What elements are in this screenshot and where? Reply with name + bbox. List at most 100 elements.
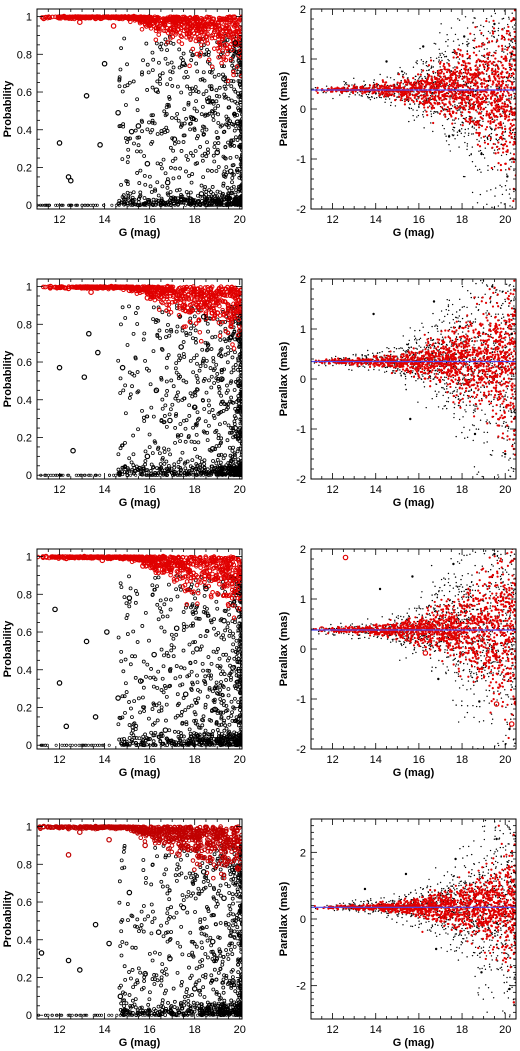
nonmember-point	[163, 171, 168, 176]
member-point	[491, 94, 494, 97]
member-point	[465, 119, 468, 123]
x-tick-label: 18	[189, 214, 201, 226]
nonmember-point	[233, 50, 238, 55]
nonmember-point	[160, 310, 165, 315]
series-members	[40, 13, 241, 48]
member-point	[499, 113, 502, 116]
member-point	[490, 116, 493, 119]
member-point	[400, 96, 403, 100]
member-point	[498, 77, 501, 80]
member-point	[457, 96, 460, 100]
member-point	[493, 99, 496, 102]
member-point	[480, 82, 483, 86]
member-point	[149, 17, 155, 24]
nonmember-point	[131, 331, 136, 336]
member-point	[122, 14, 128, 19]
nonmember-point	[505, 169, 507, 171]
nonmember-point	[126, 193, 131, 198]
nonmember-point	[153, 87, 160, 93]
nonmember-point	[432, 130, 434, 133]
nonmember-point	[123, 197, 128, 202]
member-point	[443, 66, 446, 69]
member-point	[443, 80, 446, 83]
nonmember-point	[456, 105, 458, 107]
nonmember-point	[205, 140, 209, 145]
member-point	[497, 151, 500, 154]
nonmember-point	[486, 190, 488, 192]
member-point	[412, 81, 416, 84]
nonmember-point	[127, 456, 132, 461]
member-point	[508, 33, 511, 36]
nonmember-point	[149, 113, 154, 118]
nonmember-point	[101, 60, 108, 67]
series-nonmembers	[385, 22, 513, 178]
nonmember-point	[67, 203, 71, 207]
nonmember-point	[422, 45, 425, 48]
member-point	[499, 169, 503, 172]
nonmember-point	[203, 113, 208, 118]
member-point	[460, 84, 464, 87]
member-point	[512, 123, 515, 127]
member-point	[440, 90, 443, 93]
nonmember-point	[508, 193, 511, 195]
y-tick-label: 0	[26, 200, 32, 212]
nonmember-point	[143, 359, 147, 363]
nonmember-point	[492, 64, 495, 66]
nonmember-point	[484, 56, 486, 58]
nonmember-point	[483, 68, 486, 71]
member-point	[427, 64, 431, 67]
member-point	[471, 93, 474, 96]
nonmember-point	[485, 17, 488, 20]
nonmember-point	[399, 66, 401, 69]
nonmember-point	[234, 135, 238, 140]
member-point	[504, 59, 507, 62]
member-point	[475, 54, 478, 57]
member-point	[436, 71, 439, 74]
nonmember-point	[478, 50, 481, 52]
nonmember-point	[145, 88, 150, 92]
axes-frame	[36, 8, 243, 210]
nonmember-point	[127, 80, 132, 85]
nonmember-point	[487, 87, 489, 89]
nonmember-point	[150, 50, 155, 55]
nonmember-point	[214, 461, 219, 466]
nonmember-point	[476, 111, 478, 113]
nonmember-point	[227, 168, 234, 175]
nonmember-point	[193, 161, 198, 166]
member-point	[494, 51, 497, 55]
nonmember-point	[156, 198, 161, 203]
nonmember-point	[192, 106, 197, 111]
nonmember-point	[165, 61, 170, 66]
nonmember-point	[232, 388, 237, 392]
nonmember-point	[157, 73, 162, 78]
nonmember-point	[157, 328, 162, 333]
nonmember-point	[498, 22, 500, 24]
nonmember-point	[366, 95, 369, 98]
nonmember-point	[216, 121, 221, 125]
nonmember-point	[174, 370, 179, 375]
member-point	[405, 80, 408, 83]
member-point	[490, 90, 494, 94]
nonmember-point	[140, 472, 145, 477]
member-point	[375, 85, 378, 88]
member-point	[499, 124, 502, 127]
nonmember-point	[188, 127, 193, 132]
member-point	[507, 46, 510, 49]
nonmember-point	[446, 34, 448, 36]
nonmember-point	[146, 70, 151, 75]
member-point	[453, 49, 456, 53]
nonmember-point	[135, 108, 140, 113]
nonmember-point	[172, 462, 177, 467]
nonmember-point	[195, 203, 199, 207]
member-point	[501, 130, 504, 134]
nonmember-point	[471, 133, 473, 135]
nonmember-point	[147, 198, 152, 202]
nonmember-point	[508, 159, 511, 161]
member-point	[430, 78, 433, 81]
nonmember-point	[129, 460, 134, 465]
nonmember-point	[230, 180, 234, 185]
nonmember-point	[117, 84, 122, 89]
nonmember-point	[54, 203, 58, 207]
nonmember-point	[181, 140, 186, 144]
member-point	[495, 103, 498, 106]
